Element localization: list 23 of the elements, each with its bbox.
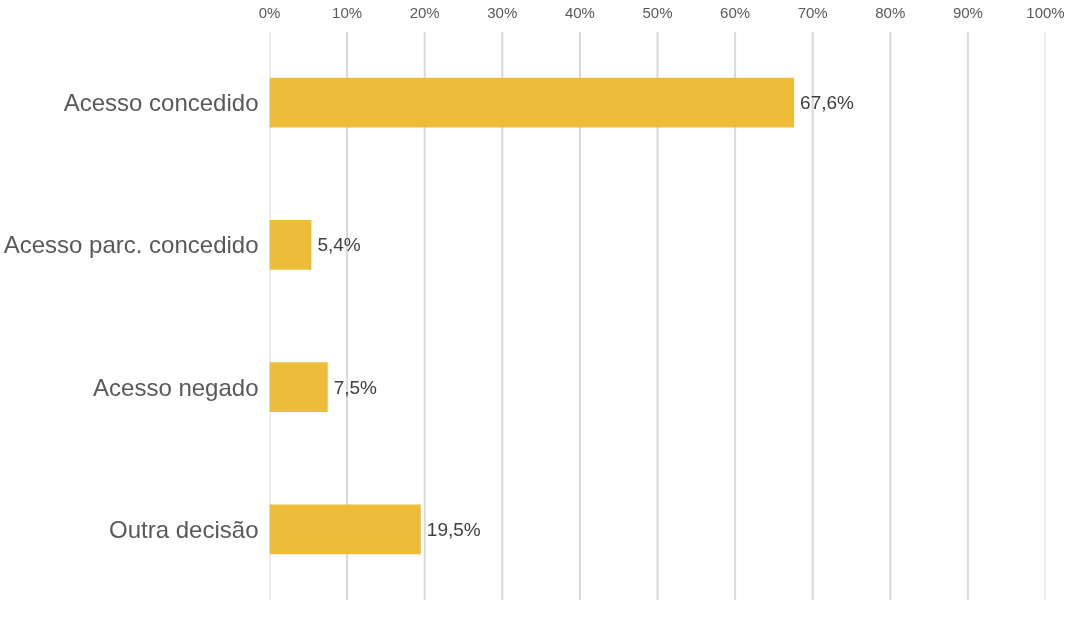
- bar: [269, 77, 795, 128]
- x-tick-label: 20%: [409, 3, 440, 21]
- data-label: 67,6%: [800, 92, 855, 114]
- x-tick-label: 60%: [720, 3, 751, 21]
- x-tick-label: 90%: [952, 3, 983, 21]
- data-label: 7,5%: [333, 376, 378, 398]
- x-tick-label: 100%: [1026, 3, 1065, 21]
- bar: [269, 362, 328, 413]
- x-tick-label: 30%: [487, 3, 518, 21]
- data-label: 19,5%: [426, 518, 481, 540]
- bar: [269, 504, 421, 555]
- y-tick-label: Acesso negado: [93, 373, 259, 401]
- x-tick-label: 10%: [332, 3, 363, 21]
- y-tick-label: Outra decisão: [109, 515, 259, 543]
- x-tick-label: 0%: [258, 3, 281, 21]
- x-tick-label: 70%: [797, 3, 828, 21]
- y-tick-label: Acesso concedido: [63, 89, 259, 117]
- data-label: 5,4%: [317, 234, 361, 256]
- bar: [269, 219, 312, 270]
- x-tick-label: 50%: [642, 3, 673, 21]
- x-tick-label: 80%: [875, 3, 906, 21]
- y-tick-label: Acesso parc. concedido: [3, 231, 259, 259]
- x-tick-label: 40%: [564, 3, 595, 21]
